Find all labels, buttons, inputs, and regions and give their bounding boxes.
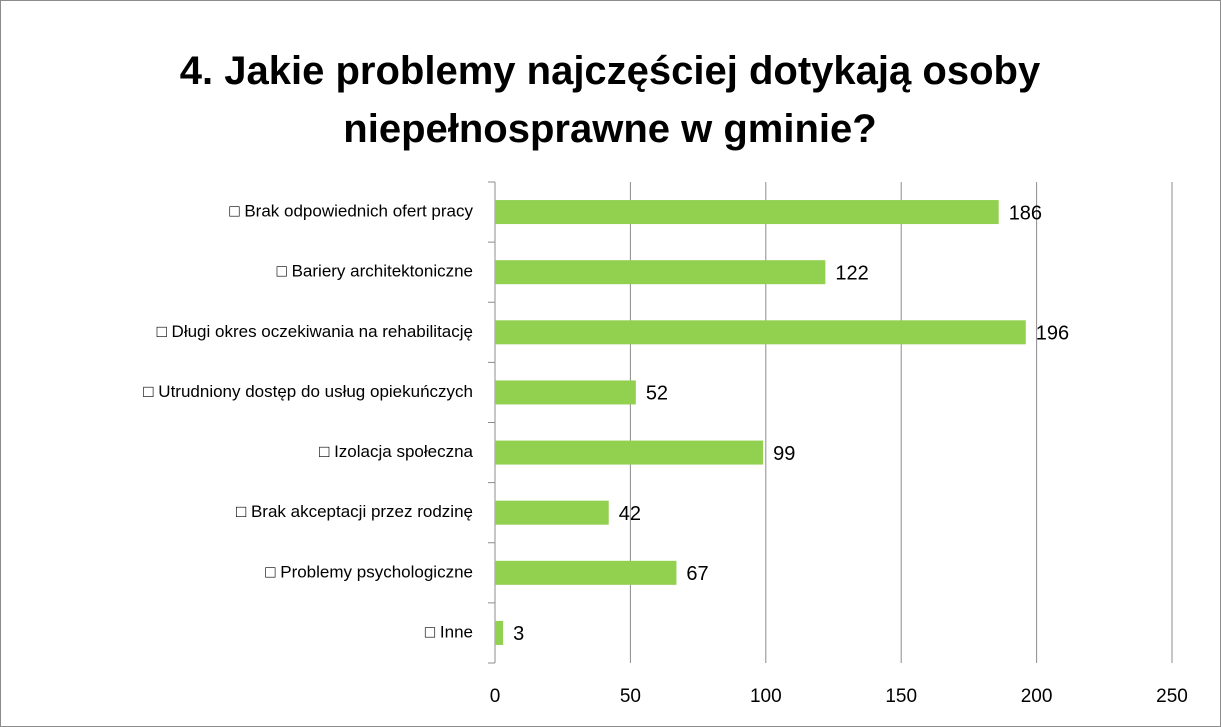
value-label: 42 (619, 503, 641, 525)
bar (495, 620, 504, 645)
value-label: 186 (1009, 202, 1042, 224)
y-tick-label: □ Brak odpowiednich ofert pracy (229, 202, 473, 221)
x-tick-label: 150 (885, 686, 917, 707)
value-label: 99 (773, 443, 795, 465)
y-tick-label: □ Izolacja społeczna (319, 442, 473, 461)
x-tick-label: 250 (1156, 686, 1188, 707)
x-tick-label: 200 (1021, 686, 1053, 707)
y-tick-label: □ Brak akceptacji przez rodzinę (236, 502, 473, 521)
y-tick-label: □ Długi okres oczekiwania na rehabilitac… (157, 322, 473, 341)
y-tick-label: □ Bariery architektoniczne (277, 262, 473, 281)
bar (495, 500, 609, 525)
value-label: 122 (835, 262, 868, 284)
bar (495, 560, 677, 585)
x-tick-label: 0 (490, 686, 501, 707)
x-tick-label: 50 (620, 686, 641, 707)
bar (495, 260, 826, 285)
bar (495, 320, 1026, 345)
value-label: 52 (646, 383, 668, 405)
y-tick-label: □ Problemy psychologiczne (265, 562, 473, 581)
bar (495, 440, 764, 465)
chart-title: 4. Jakie problemy najczęściej dotykają o… (179, 49, 1041, 151)
y-tick-label: □ Inne (425, 622, 473, 641)
value-label: 67 (686, 563, 708, 585)
value-label: 196 (1036, 323, 1069, 345)
bar (495, 380, 636, 405)
y-tick-label: □ Utrudniony dostęp do usług opiekuńczyc… (143, 382, 473, 401)
x-tick-label: 100 (750, 686, 782, 707)
value-label: 3 (513, 623, 524, 645)
bar (495, 200, 999, 225)
